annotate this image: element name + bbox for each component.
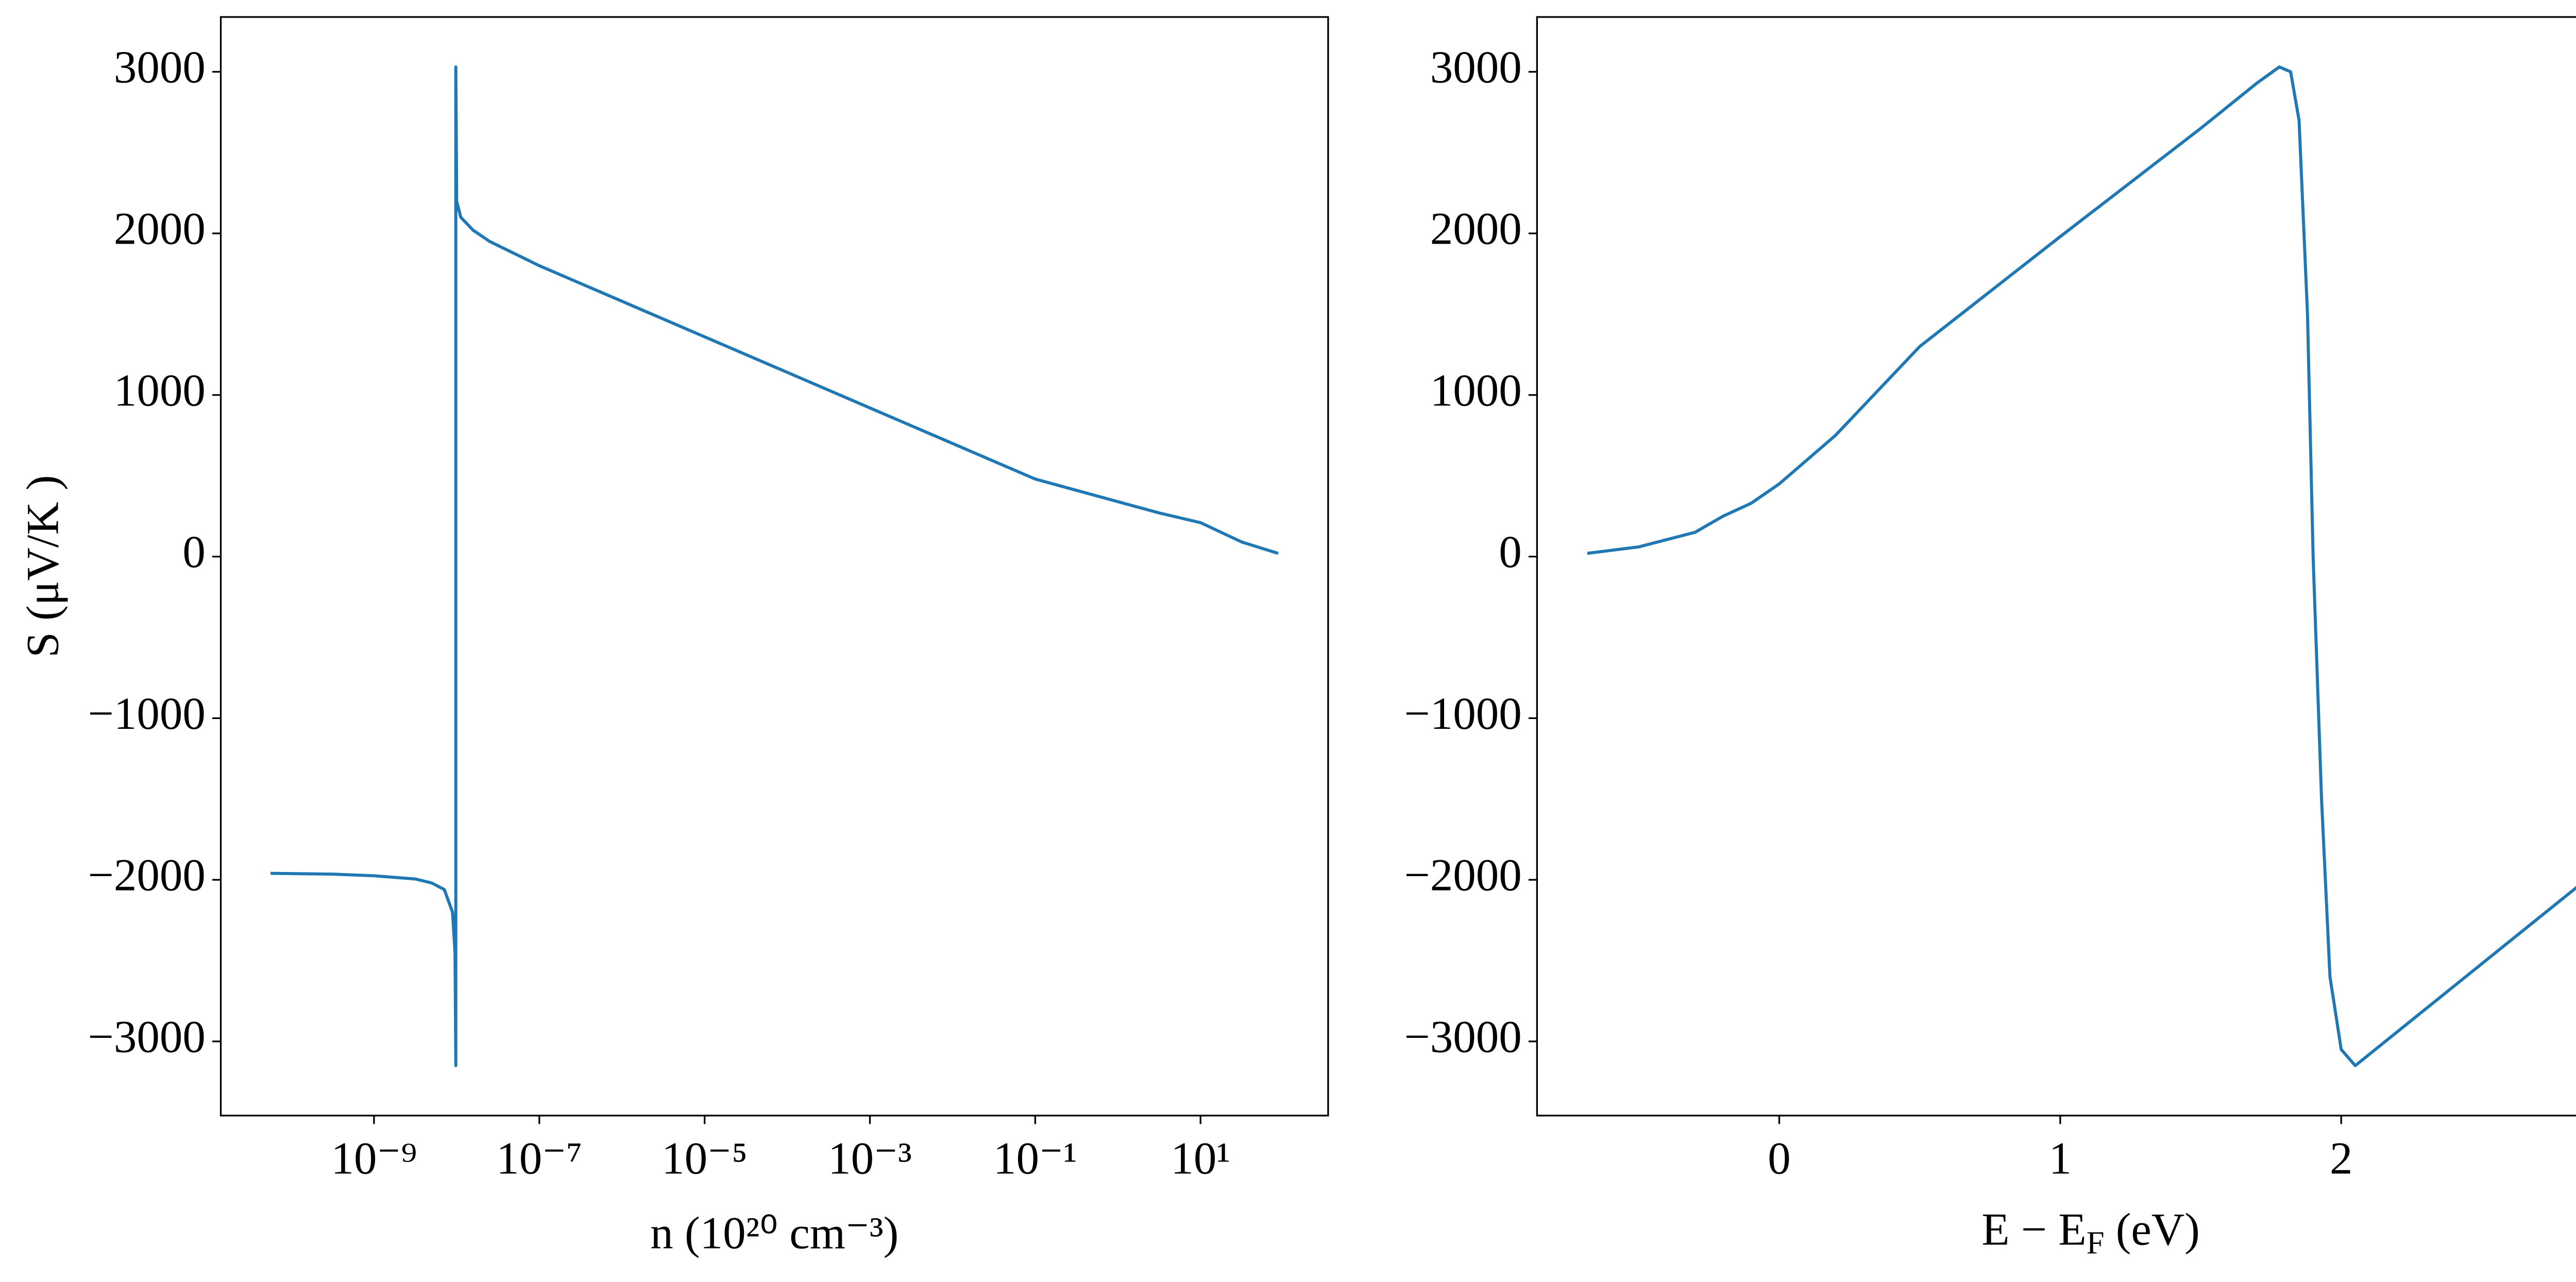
x-tick-label: 10⁻⁹ — [331, 1134, 417, 1184]
x-tick-label: 2 — [2330, 1134, 2353, 1184]
y-tick-label: −3000 — [88, 1012, 206, 1062]
x-axis-label-part: E − E — [1981, 1205, 2086, 1255]
y-tick-label: −2000 — [1404, 850, 1522, 901]
y-tick-label: 3000 — [114, 42, 206, 93]
y-tick-label: 1000 — [114, 365, 206, 416]
x-axis-label: E − EF (eV) — [1981, 1205, 2200, 1261]
x-tick-label: 0 — [1768, 1134, 1791, 1184]
y-tick-label: 0 — [182, 527, 206, 577]
plot-frame — [219, 16, 1329, 1117]
x-tick-label: 10⁻³ — [828, 1134, 912, 1184]
y-tick-label: 3000 — [1430, 42, 1522, 93]
x-axis-label: n (10²⁰ cm⁻³) — [650, 1208, 899, 1259]
y-tick-label: −2000 — [88, 850, 206, 901]
plot-frame — [1536, 16, 2576, 1117]
y-axis-label: S (μV/K ) — [18, 475, 69, 657]
x-axis-label-part: (eV) — [2105, 1205, 2200, 1255]
data-line — [270, 65, 1279, 1067]
x-axis-label-part: F — [2087, 1225, 2105, 1261]
x-tick-label: 10⁻¹ — [993, 1134, 1077, 1184]
x-tick-label: 1 — [2049, 1134, 2072, 1184]
y-tick-label: 2000 — [1430, 204, 1522, 254]
x-tick-label: 10⁻⁵ — [662, 1134, 748, 1184]
data-line — [1587, 65, 2576, 1067]
y-tick-label: −3000 — [1404, 1012, 1522, 1062]
x-tick-label: 10¹ — [1171, 1134, 1230, 1184]
y-tick-label: 1000 — [1430, 365, 1522, 416]
y-tick-label: 0 — [1499, 527, 1522, 577]
x-tick-label: 10⁻⁷ — [496, 1134, 582, 1184]
y-tick-label: 2000 — [114, 204, 206, 254]
y-tick-label: −1000 — [1404, 689, 1522, 739]
y-tick-label: −1000 — [88, 689, 206, 739]
